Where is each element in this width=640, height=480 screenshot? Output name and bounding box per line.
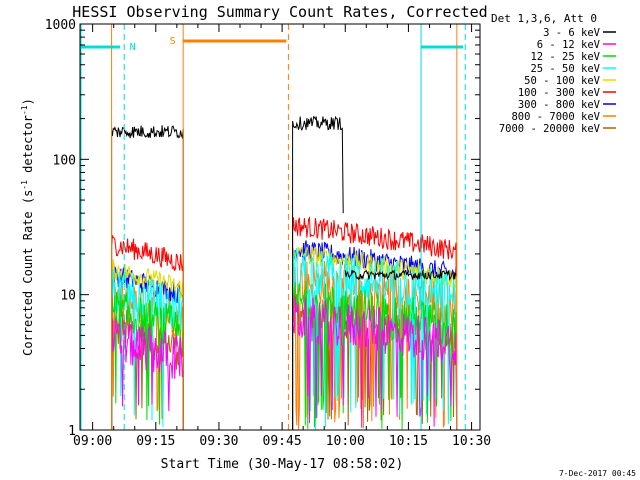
- legend-label: 800 - 7000 keV: [511, 111, 600, 123]
- series-line-a-5: [111, 235, 184, 430]
- x-tick-label: 09:45: [263, 434, 302, 449]
- y-axis-label-part1: Corrected Count Rate (s: [21, 190, 35, 356]
- x-axis-label: Start Time (30-May-17 08:58:02): [161, 457, 404, 472]
- legend-label: 25 - 50 keV: [530, 63, 600, 75]
- legend-label: 50 - 100 keV: [524, 75, 601, 87]
- x-tick-label: 09:30: [199, 434, 238, 449]
- series-line-a-2: [111, 292, 184, 430]
- y-tick-label: 1: [68, 424, 76, 439]
- plot-frame: [79, 23, 481, 431]
- plot-layer: NS: [80, 24, 466, 431]
- y-tick-label: 1000: [45, 18, 76, 33]
- y-axis: 1 10 100 1000: [45, 18, 480, 439]
- y-axis-label-sup1: -1: [20, 180, 29, 190]
- series-line-b-5: [292, 216, 458, 431]
- x-axis: 09:00 09:15 09:30 09:45 10:00 10:15 10:30: [73, 24, 491, 449]
- x-tick-label: 10:15: [389, 434, 428, 449]
- legend-label: 3 - 6 keV: [543, 27, 601, 39]
- y-axis-label-part3: ): [21, 98, 35, 105]
- series-line-b-1: [292, 296, 458, 431]
- y-axis-label-sup2: -1: [20, 105, 29, 115]
- y-tick-label: 10: [60, 289, 76, 304]
- x-tick-label: 10:30: [452, 434, 491, 449]
- footer-date: 7-Dec-2017 00:45: [559, 469, 636, 478]
- legend-header: Det 1,3,6, Att 0: [491, 12, 597, 25]
- series-line-c-0: [344, 269, 457, 282]
- x-tick-label: 09:15: [136, 434, 175, 449]
- legend-label: 12 - 25 keV: [530, 51, 600, 63]
- legend-label: 100 - 300 keV: [518, 87, 601, 99]
- y-axis-label: Corrected Count Rate (s-1 detector-1): [20, 98, 35, 356]
- series-line-a-0: [111, 125, 184, 430]
- series-line-a-1: [111, 318, 184, 430]
- x-tick-label: 10:00: [326, 434, 365, 449]
- legend-label: 6 - 12 keV: [537, 39, 601, 51]
- flag-label-s: S: [170, 36, 176, 47]
- legend-label: 300 - 800 keV: [518, 99, 601, 111]
- y-tick-label: 100: [53, 153, 76, 168]
- series-line-b-0: [292, 115, 344, 430]
- x-tick-label: 09:00: [73, 434, 112, 449]
- y-axis-label-part2: detector: [21, 115, 35, 180]
- chart-title: HESSI Observing Summary Count Rates, Cor…: [72, 3, 487, 21]
- legend-label: 7000 - 20000 keV: [499, 123, 601, 135]
- flag-label-n: N: [130, 42, 136, 53]
